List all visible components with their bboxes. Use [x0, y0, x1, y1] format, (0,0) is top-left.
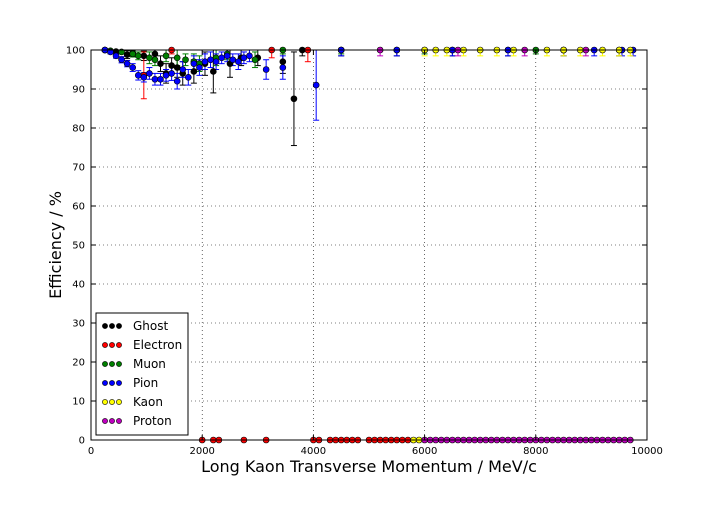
legend-marker-ghost [109, 323, 115, 329]
legend: Ghost Electron Muon Pion Kaon Proton [95, 312, 189, 436]
legend-box [95, 312, 189, 436]
pion-point [229, 56, 237, 64]
legend-marker-muon [109, 361, 115, 367]
pion-point [223, 52, 231, 60]
legend-label-proton: Proton [133, 414, 172, 428]
x-tick-label: 8000 [523, 446, 548, 457]
pion-point [134, 72, 142, 79]
pion-point [146, 70, 153, 77]
pion-point [312, 81, 320, 89]
pion-point [179, 66, 187, 73]
pion-point [190, 60, 198, 67]
y-tick-label: 40 [72, 280, 85, 291]
legend-label-muon: Muon [133, 357, 166, 371]
legend-label-electron: Electron [133, 338, 182, 352]
legend-marker-proton [102, 418, 108, 424]
pion-point [240, 54, 248, 62]
y-tick-label: 60 [72, 202, 85, 213]
muon-point [134, 52, 142, 60]
pion-point [201, 58, 209, 66]
pion-point [112, 52, 120, 60]
y-tick-label: 100 [66, 46, 85, 57]
legend-marker-proton [109, 418, 115, 424]
x-tick-label: 0 [88, 446, 94, 457]
y-axis-label: Efficiency / % [46, 191, 65, 299]
pion-point [207, 56, 214, 64]
legend-marker-muon [102, 361, 108, 367]
pion-point [279, 64, 287, 71]
legend-marker-kaon [109, 399, 115, 405]
legend-marker-kaon [116, 399, 122, 405]
legend-marker-electron [109, 342, 115, 348]
legend-marker-pion [116, 380, 122, 386]
pion-point [196, 64, 203, 71]
legend-label-pion: Pion [133, 376, 158, 390]
muon-point [182, 56, 189, 64]
y-tick-label: 80 [72, 124, 85, 135]
legend-marker-muon [116, 361, 122, 367]
muon-point [151, 56, 159, 64]
pion-point [173, 77, 181, 85]
x-tick-label: 10000 [631, 446, 663, 457]
ghost-point [123, 51, 131, 58]
y-tick-label: 10 [72, 397, 85, 408]
legend-marker-ghost [102, 323, 108, 329]
y-tick-label: 30 [72, 319, 85, 330]
ghost-point [157, 60, 164, 67]
y-tick-label: 20 [72, 358, 85, 369]
pion-point [218, 54, 225, 62]
y-tick-label: 90 [72, 85, 85, 96]
pion-point [212, 58, 220, 66]
pion-point [123, 60, 131, 67]
ghost-point [279, 58, 287, 66]
legend-label-ghost: Ghost [133, 319, 168, 333]
ghost-point [290, 95, 298, 103]
legend-label-kaon: Kaon [133, 395, 163, 409]
pion-point [262, 66, 270, 73]
legend-marker-pion [109, 380, 115, 386]
y-tick-label: 70 [72, 163, 85, 174]
legend-marker-electron [102, 342, 108, 348]
tick-layer: 0 2000 4000 6000 8000 10000 0 10 20 30 40 50 60 70 80 9… [66, 46, 663, 458]
pion-point [235, 58, 242, 66]
y-tick-label: 50 [72, 241, 85, 252]
pion-point [129, 64, 136, 71]
muon-point [251, 56, 259, 64]
x-tick-label: 6000 [412, 446, 437, 457]
muon-point [146, 54, 153, 62]
pion-point [157, 75, 164, 83]
legend-marker-pion [102, 380, 108, 386]
pion-point [118, 56, 125, 64]
pion-point [168, 70, 175, 77]
ghost-point [168, 62, 175, 69]
legend-marker-proton [116, 418, 122, 424]
muon-point [162, 52, 170, 60]
legend-marker-ghost [116, 323, 122, 329]
muon-point [173, 54, 181, 62]
ghost-point [190, 68, 198, 75]
pion-point [140, 74, 148, 81]
x-tick-label: 4000 [301, 446, 326, 457]
pion-point [162, 72, 170, 79]
ghost-point [210, 68, 217, 75]
pion-point [246, 52, 253, 60]
legend-marker-kaon [102, 399, 108, 405]
x-tick-label: 2000 [189, 446, 214, 457]
ghost-point [140, 52, 148, 60]
muon-point [129, 50, 136, 58]
x-axis-label: Long Kaon Transverse Momentum / MeV/c [201, 457, 537, 476]
legend-marker-electron [116, 342, 122, 348]
ghost-point [151, 50, 159, 58]
y-tick-label: 0 [79, 436, 85, 447]
ghost-point [173, 64, 181, 71]
pion-point [185, 74, 192, 81]
pion-point [151, 75, 159, 83]
